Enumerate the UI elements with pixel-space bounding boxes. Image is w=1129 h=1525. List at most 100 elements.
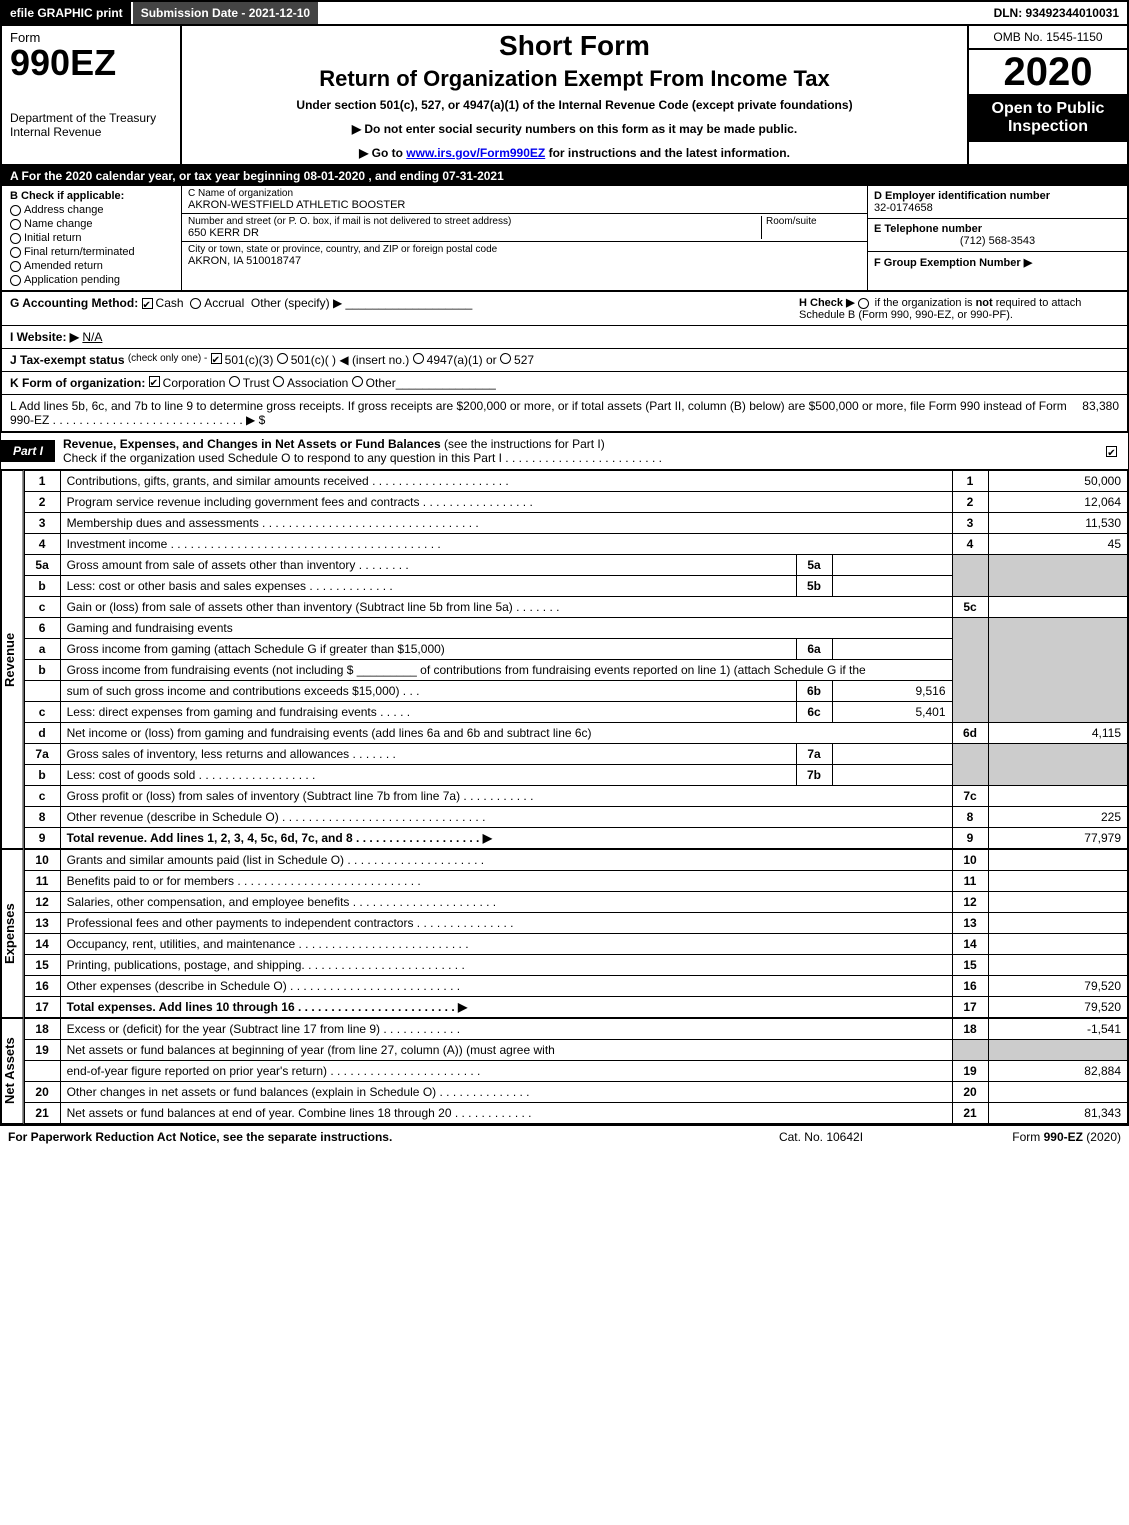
other-org-checkbox[interactable]	[352, 376, 363, 387]
ein-value: 32-0174658	[874, 202, 933, 214]
short-form-title: Short Form	[190, 30, 959, 62]
line-7c: cGross profit or (loss) from sales of in…	[24, 786, 1128, 807]
address-value: 650 KERR DR	[188, 227, 761, 239]
line-4: 4Investment income . . . . . . . . . . .…	[24, 534, 1128, 555]
telephone-value: (712) 568-3543	[874, 235, 1121, 247]
group-exemption-cell: F Group Exemption Number ▶	[868, 252, 1127, 273]
ein-label: D Employer identification number	[874, 190, 1050, 202]
line-19b: end-of-year figure reported on prior yea…	[24, 1061, 1128, 1082]
opt-address-change[interactable]: Address change	[10, 204, 173, 216]
4947-checkbox[interactable]	[413, 353, 424, 364]
telephone-label: E Telephone number	[874, 223, 982, 235]
box-c: C Name of organization AKRON-WESTFIELD A…	[182, 186, 867, 290]
revenue-side-label: Revenue	[2, 470, 24, 849]
part1-checkbox[interactable]	[1098, 444, 1128, 458]
501c-label: 501(c)( ) ◀ (insert no.)	[291, 353, 410, 367]
title-cell: Short Form Return of Organization Exempt…	[182, 26, 967, 164]
line-20: 20Other changes in net assets or fund ba…	[24, 1082, 1128, 1103]
part1-header: Part I Revenue, Expenses, and Changes in…	[0, 432, 1129, 470]
l-value: 83,380	[1082, 399, 1119, 427]
website-value: N/A	[82, 330, 102, 344]
line-5c: cGain or (loss) from sale of assets othe…	[24, 597, 1128, 618]
dept-irs: Internal Revenue	[10, 125, 172, 139]
corporation-label: Corporation	[163, 376, 226, 390]
line-16: 16Other expenses (describe in Schedule O…	[24, 976, 1128, 997]
trust-label: Trust	[243, 376, 270, 390]
telephone-cell: E Telephone number (712) 568-3543	[868, 219, 1127, 252]
j-label: J Tax-exempt status	[10, 353, 125, 367]
opt-amended-return[interactable]: Amended return	[10, 260, 173, 272]
spacer	[320, 2, 985, 24]
omb-number: OMB No. 1545-1150	[969, 26, 1127, 50]
revenue-section: Revenue 1Contributions, gifts, grants, a…	[0, 470, 1129, 849]
group-exemption-label: F Group Exemption Number ▶	[874, 257, 1032, 269]
line-7a: 7aGross sales of inventory, less returns…	[24, 744, 1128, 765]
line-2: 2Program service revenue including gover…	[24, 492, 1128, 513]
trust-checkbox[interactable]	[229, 376, 240, 387]
under-section: Under section 501(c), 527, or 4947(a)(1)…	[190, 98, 959, 112]
submission-date-button[interactable]: Submission Date - 2021-12-10	[133, 2, 320, 24]
box-b-title: B Check if applicable:	[10, 190, 173, 202]
goto-pre: ▶ Go to	[359, 146, 406, 160]
revenue-table: 1Contributions, gifts, grants, and simil…	[24, 470, 1129, 849]
form-number: 990EZ	[10, 45, 172, 81]
line-14: 14Occupancy, rent, utilities, and mainte…	[24, 934, 1128, 955]
line-9: 9Total revenue. Add lines 1, 2, 3, 4, 5c…	[24, 828, 1128, 849]
501c3-checkbox[interactable]	[211, 353, 222, 364]
row-l-gross-receipts: L Add lines 5b, 6c, and 7b to line 9 to …	[0, 395, 1129, 432]
accrual-checkbox[interactable]	[190, 298, 201, 309]
cat-no: Cat. No. 10642I	[721, 1130, 921, 1144]
expenses-section: Expenses 10Grants and similar amounts pa…	[0, 849, 1129, 1018]
line-6: 6Gaming and fundraising events	[24, 618, 1128, 639]
line-1: 1Contributions, gifts, grants, and simil…	[24, 471, 1128, 492]
k-label: K Form of organization:	[10, 376, 145, 390]
net-assets-section: Net Assets 18Excess or (deficit) for the…	[0, 1018, 1129, 1124]
part1-title-bold: Revenue, Expenses, and Changes in Net As…	[63, 437, 441, 451]
cash-checkbox[interactable]	[142, 298, 153, 309]
line-15: 15Printing, publications, postage, and s…	[24, 955, 1128, 976]
accounting-method: G Accounting Method: Cash Accrual Other …	[10, 296, 799, 321]
association-checkbox[interactable]	[273, 376, 284, 387]
opt-name-change[interactable]: Name change	[10, 218, 173, 230]
line-6d: dNet income or (loss) from gaming and fu…	[24, 723, 1128, 744]
box-b: B Check if applicable: Address change Na…	[2, 186, 182, 290]
form-header: Form 990EZ Department of the Treasury In…	[0, 26, 1129, 166]
h-schedule-b: H Check ▶ if the organization is not req…	[799, 296, 1119, 321]
opt-final-return[interactable]: Final return/terminated	[10, 246, 173, 258]
h-text1: if the organization is	[875, 297, 976, 309]
info-block: B Check if applicable: Address change Na…	[0, 186, 1129, 292]
irs-link[interactable]: www.irs.gov/Form990EZ	[406, 146, 545, 160]
501c-checkbox[interactable]	[277, 353, 288, 364]
net-assets-table: 18Excess or (deficit) for the year (Subt…	[24, 1018, 1129, 1124]
h-checkbox[interactable]	[858, 298, 869, 309]
j-sub: (check only one) -	[128, 353, 207, 367]
right-header-cell: OMB No. 1545-1150 2020 Open to Public In…	[967, 26, 1127, 164]
opt-initial-return[interactable]: Initial return	[10, 232, 173, 244]
ein-cell: D Employer identification number 32-0174…	[868, 186, 1127, 219]
net-assets-side-label: Net Assets	[2, 1018, 24, 1124]
website-label: I Website: ▶	[10, 330, 79, 344]
org-name-cell: C Name of organization AKRON-WESTFIELD A…	[182, 186, 867, 214]
paperwork-notice: For Paperwork Reduction Act Notice, see …	[8, 1130, 721, 1144]
association-label: Association	[287, 376, 348, 390]
form-name-footer: Form 990-EZ (2020)	[921, 1130, 1121, 1144]
line-19a: 19Net assets or fund balances at beginni…	[24, 1040, 1128, 1061]
527-checkbox[interactable]	[500, 353, 511, 364]
room-label: Room/suite	[766, 216, 861, 227]
other-org-label: Other	[366, 376, 396, 390]
address-cell: Number and street (or P. O. box, if mail…	[182, 214, 867, 242]
row-g-h: G Accounting Method: Cash Accrual Other …	[0, 292, 1129, 326]
org-name-label: C Name of organization	[188, 188, 861, 199]
tax-period-row: A For the 2020 calendar year, or tax yea…	[0, 166, 1129, 186]
part1-title-rest: (see the instructions for Part I)	[441, 437, 605, 451]
opt-application-pending[interactable]: Application pending	[10, 274, 173, 286]
form-number-cell: Form 990EZ Department of the Treasury In…	[2, 26, 182, 164]
row-k-form-org: K Form of organization: Corporation Trus…	[0, 372, 1129, 395]
bullet-ssn: ▶ Do not enter social security numbers o…	[190, 122, 959, 136]
corporation-checkbox[interactable]	[149, 376, 160, 387]
open-to-public: Open to Public Inspection	[969, 94, 1127, 142]
efile-print-button[interactable]: efile GRAPHIC print	[2, 2, 133, 24]
tax-year: 2020	[969, 50, 1127, 94]
goto-post: for instructions and the latest informat…	[545, 146, 790, 160]
4947-label: 4947(a)(1) or	[427, 353, 497, 367]
